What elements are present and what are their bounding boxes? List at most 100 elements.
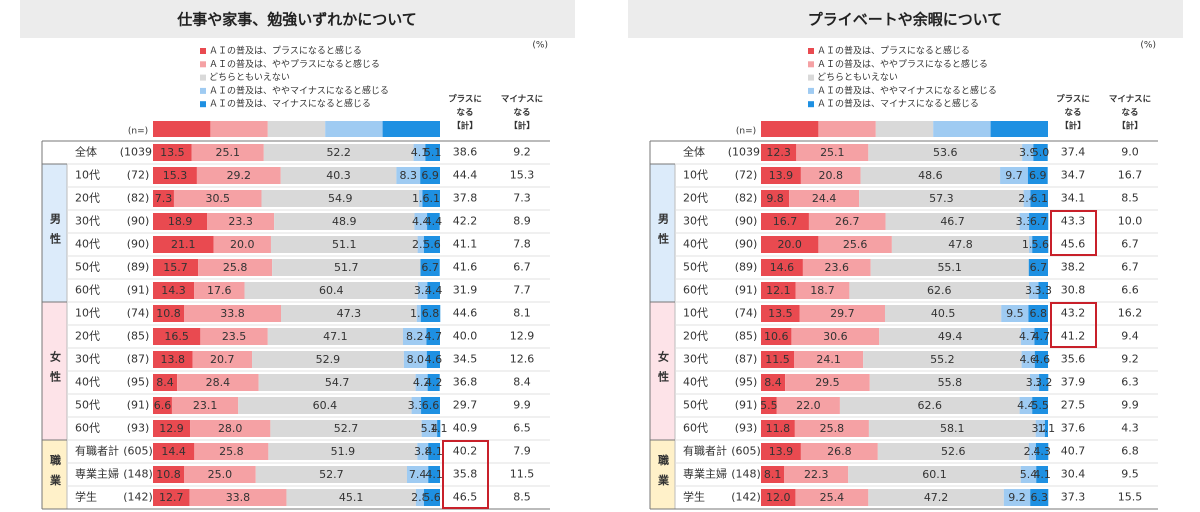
- bar-segment: [183, 466, 256, 483]
- total-value: 27.5: [1061, 399, 1086, 412]
- bar-label: 25.0: [208, 468, 233, 481]
- total-value: 34.5: [453, 353, 478, 366]
- bar-segment: [428, 466, 440, 483]
- total-value: 4.3: [1121, 422, 1139, 435]
- bar-label: 11.5: [765, 353, 790, 366]
- bar-label: 52.2: [326, 146, 351, 159]
- header-swatch: [382, 121, 440, 137]
- bar-label: 22.0: [796, 399, 821, 412]
- bar-label: 60.1: [922, 468, 947, 481]
- bar-label: 48.6: [918, 169, 943, 182]
- bar-segment: [426, 351, 440, 368]
- bar-segment: [761, 489, 796, 506]
- group-label: 男性: [657, 213, 670, 253]
- row-label: 50代: [75, 261, 100, 274]
- row-label: 50代: [683, 261, 708, 274]
- bar-label: 6.1: [1030, 192, 1048, 205]
- bar-label: 48.9: [332, 215, 357, 228]
- bar-segment: [272, 259, 421, 276]
- bar-segment: [420, 259, 440, 276]
- row-label: 30代: [683, 353, 708, 366]
- total-value: 45.6: [1061, 238, 1086, 251]
- bar-segment: [427, 282, 440, 299]
- bar-label: 52.9: [316, 353, 341, 366]
- bar-segment: [258, 374, 416, 391]
- bar-label: 55.8: [938, 376, 963, 389]
- total-value: 7.7: [513, 284, 531, 297]
- row-label: 全体: [683, 145, 705, 159]
- bar-segment: [153, 167, 197, 184]
- bar-label: 4.2: [413, 376, 431, 389]
- row-label: 30代: [75, 353, 100, 366]
- bar-segment: [761, 282, 796, 299]
- bar-segment: [190, 420, 271, 437]
- bar-label: 8.3: [400, 169, 418, 182]
- bar-label: 11.8: [766, 422, 791, 435]
- bar-label: 13.8: [161, 353, 186, 366]
- total-value: 37.6: [1061, 422, 1086, 435]
- total-value: 10.0: [1118, 215, 1143, 228]
- bar-label: 5.6: [423, 238, 441, 251]
- total-value: 41.2: [1061, 330, 1086, 343]
- bar-segment: [198, 259, 273, 276]
- bar-segment: [416, 305, 421, 322]
- bar-segment: [1032, 397, 1048, 414]
- bar-label: 6.9: [1029, 169, 1047, 182]
- bar-segment: [869, 374, 1030, 391]
- bar-label: 1.1: [430, 422, 448, 435]
- total-value: 7.9: [513, 445, 531, 458]
- bar-label: 30.6: [823, 330, 848, 343]
- legend-swatch: [200, 87, 206, 94]
- n-label: (90): [127, 238, 150, 251]
- total-value: 8.5: [1121, 192, 1139, 205]
- total-value: 40.7: [1061, 445, 1086, 458]
- bar-label: 4.1: [425, 468, 443, 481]
- bar-segment: [268, 443, 418, 460]
- column-header: なる: [1121, 108, 1138, 118]
- legend-label: ＡＩの普及は、ややプラスになると感じる: [817, 58, 988, 70]
- total-value: 40.9: [453, 422, 478, 435]
- bar-label: 13.5: [768, 307, 793, 320]
- row-label: 60代: [683, 422, 708, 435]
- legend-label: どちらともいえない: [817, 72, 898, 83]
- legend-swatch: [808, 87, 814, 94]
- bar-segment: [791, 328, 880, 345]
- bar-segment: [794, 351, 864, 368]
- n-label: (82): [127, 192, 150, 205]
- group-label: 男性: [49, 213, 62, 253]
- legend-swatch: [200, 74, 206, 81]
- total-value: 35.6: [1061, 353, 1086, 366]
- bar-label: 6.7: [1030, 215, 1048, 228]
- bar-segment: [207, 213, 275, 230]
- bar-segment: [868, 420, 1036, 437]
- bar-segment: [153, 397, 172, 414]
- bar-label: 4.6: [1033, 353, 1051, 366]
- bar-label: 23.5: [222, 330, 247, 343]
- legend-swatch: [200, 48, 206, 54]
- bar-segment: [213, 236, 271, 253]
- bar-label: 5.4: [1020, 468, 1038, 481]
- bar-label: 22.3: [804, 468, 829, 481]
- bar-label: 51.7: [334, 261, 359, 274]
- bar-label: 15.7: [163, 261, 188, 274]
- bar-segment: [849, 282, 1030, 299]
- group-label: 職業: [657, 453, 671, 494]
- total-value: 9.2: [513, 146, 531, 159]
- bar-label: 14.3: [161, 284, 186, 297]
- bar-segment: [263, 144, 414, 161]
- bar-segment: [761, 213, 809, 230]
- bar-segment: [1039, 374, 1049, 391]
- bar-label: 4.6: [1019, 353, 1037, 366]
- bar-label: 4.1: [1033, 468, 1051, 481]
- header-swatch: [761, 121, 819, 137]
- bar-segment: [808, 213, 886, 230]
- bar-segment: [761, 397, 777, 414]
- total-value: 43.3: [1061, 215, 1086, 228]
- bar-label: 33.8: [220, 307, 245, 320]
- row-label: 60代: [75, 422, 100, 435]
- n-label: (1039): [120, 146, 157, 159]
- total-value: 6.3: [1121, 376, 1139, 389]
- total-value: 36.8: [453, 376, 478, 389]
- n-header: (n=): [128, 127, 148, 137]
- total-value: 15.3: [510, 169, 535, 182]
